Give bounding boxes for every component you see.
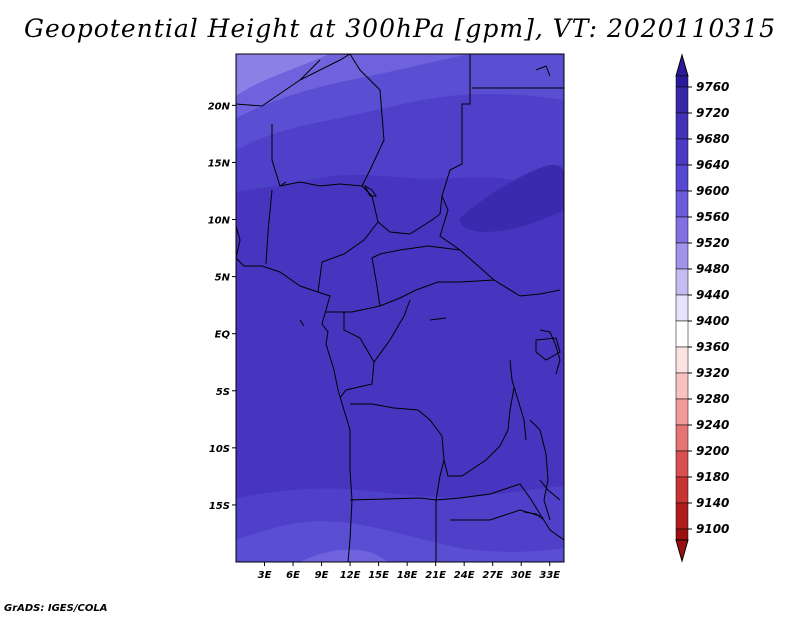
- colorbar-box: [675, 372, 689, 400]
- x-tick-label: 30E: [511, 570, 532, 581]
- x-tick-label: 6E: [286, 570, 300, 581]
- x-tick-label: 3E: [258, 570, 272, 581]
- colorbar-top-arrow: [675, 53, 689, 77]
- footer-credit: GrADS: IGES/COLA: [4, 603, 108, 614]
- y-tick-label: 15S: [209, 501, 230, 512]
- height-field: [236, 54, 564, 562]
- colorbar-tick-label: 9180: [696, 470, 729, 484]
- island-1: [429, 317, 447, 321]
- colorbar-box: [675, 450, 689, 478]
- colorbar-box: [675, 216, 689, 244]
- x-tick-label: 9E: [315, 570, 329, 581]
- colorbar-box: [675, 190, 689, 218]
- colorbar-tick-label: 9100: [696, 522, 729, 536]
- lake-malawi: [523, 511, 545, 521]
- mozambique-border: [529, 479, 564, 541]
- colorbar-tick-label: 9140: [696, 496, 729, 510]
- colorbar-box: [675, 398, 689, 426]
- colorbar-tick-label: 9680: [696, 132, 729, 146]
- colorbar-tick-label: 9440: [696, 288, 729, 302]
- colorbar-box: [675, 164, 689, 192]
- band-9520-9560: [236, 54, 330, 96]
- map-frame: [235, 53, 565, 563]
- colorbar-tick-label: 9760: [696, 80, 729, 94]
- y-tick-label: 20N: [208, 101, 231, 112]
- congo-drc-border: [339, 279, 561, 399]
- colorbar-bottom-arrow: [675, 539, 689, 563]
- map-title: Geopotential Height at 300hPa [gpm], VT:…: [23, 14, 777, 43]
- x-tick-label: 18E: [397, 570, 418, 581]
- colorbar-tick-label: 9400: [696, 314, 729, 328]
- y-tick-label: 15N: [208, 158, 231, 169]
- colorbar-tick-label: 9240: [696, 418, 729, 432]
- x-tick-label: 27E: [482, 570, 503, 581]
- great-lakes: [509, 329, 561, 521]
- colorbar-box: [675, 502, 689, 530]
- band-9720-9760-patch: [459, 164, 564, 232]
- colorbar-box: [675, 294, 689, 322]
- colorbar-box: [675, 268, 689, 296]
- x-tick-label: 15E: [368, 570, 389, 581]
- west-africa-coast: [236, 225, 353, 562]
- colorbar-box: [675, 346, 689, 374]
- colorbar-tick-label: 9280: [696, 392, 729, 406]
- band-9600-9640-south: [236, 521, 564, 562]
- y-tick-label: 5S: [216, 387, 230, 398]
- x-tick-label: 33E: [539, 570, 560, 581]
- colorbar-tick-label: 9520: [696, 236, 729, 250]
- band-9560-9600: [236, 54, 470, 118]
- colorbar-tick-label: 9640: [696, 158, 729, 172]
- y-tick-label: 5N: [215, 273, 231, 284]
- drc-south-border: [350, 387, 515, 477]
- lake-chad: [363, 184, 377, 197]
- y-axis: 20N 15N 10N 5N EQ 5S 10S 15S: [208, 101, 236, 512]
- colorbar-tick-label: 9560: [696, 210, 729, 224]
- colorbar-box: [675, 424, 689, 452]
- niger-border: [271, 54, 385, 187]
- y-tick-label: EQ: [215, 330, 231, 341]
- coastlines-borders: [236, 54, 564, 562]
- x-tick-label: 24E: [454, 570, 475, 581]
- colorbar-tick-label: 9600: [696, 184, 729, 198]
- colorbar-tick-label: 9200: [696, 444, 729, 458]
- kilimanjaro-coast: [535, 65, 551, 77]
- colorbar-tick-label: 9320: [696, 366, 729, 380]
- colorbar-box: [675, 320, 689, 348]
- colorbar-box: [675, 75, 689, 88]
- band-9560-9600-south: [300, 549, 388, 562]
- colorbar-tick-label: 9360: [696, 340, 729, 354]
- colorbar-box: [675, 528, 689, 541]
- colorbar-box: [675, 86, 689, 114]
- colorbar-tick-label: 9720: [696, 106, 729, 120]
- colorbar-box: [675, 112, 689, 140]
- colorbar-tick-label: 9480: [696, 262, 729, 276]
- colorbar-box: [675, 476, 689, 504]
- x-tick-label: 21E: [425, 570, 446, 581]
- x-tick-label: 12E: [340, 570, 361, 581]
- lake-victoria: [535, 337, 561, 361]
- colorbar: 9760 9720 9680 9640 9600 9560 9520 9480 9440 9400…: [675, 53, 729, 563]
- x-axis: 3E 6E 9E 12E 15E 18E 21E 24E 27E 30E 33E: [258, 562, 560, 581]
- colorbar-box: [675, 138, 689, 166]
- chad-sudan-border: [439, 195, 495, 281]
- island-2: [299, 319, 305, 327]
- y-tick-label: 10N: [208, 216, 231, 227]
- y-tick-label: 10S: [209, 444, 230, 455]
- colorbar-box: [675, 242, 689, 270]
